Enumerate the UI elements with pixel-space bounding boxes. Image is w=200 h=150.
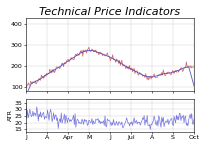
Y-axis label: ATR: ATR — [8, 110, 13, 121]
Title: Technical Price Indicators: Technical Price Indicators — [39, 7, 181, 17]
